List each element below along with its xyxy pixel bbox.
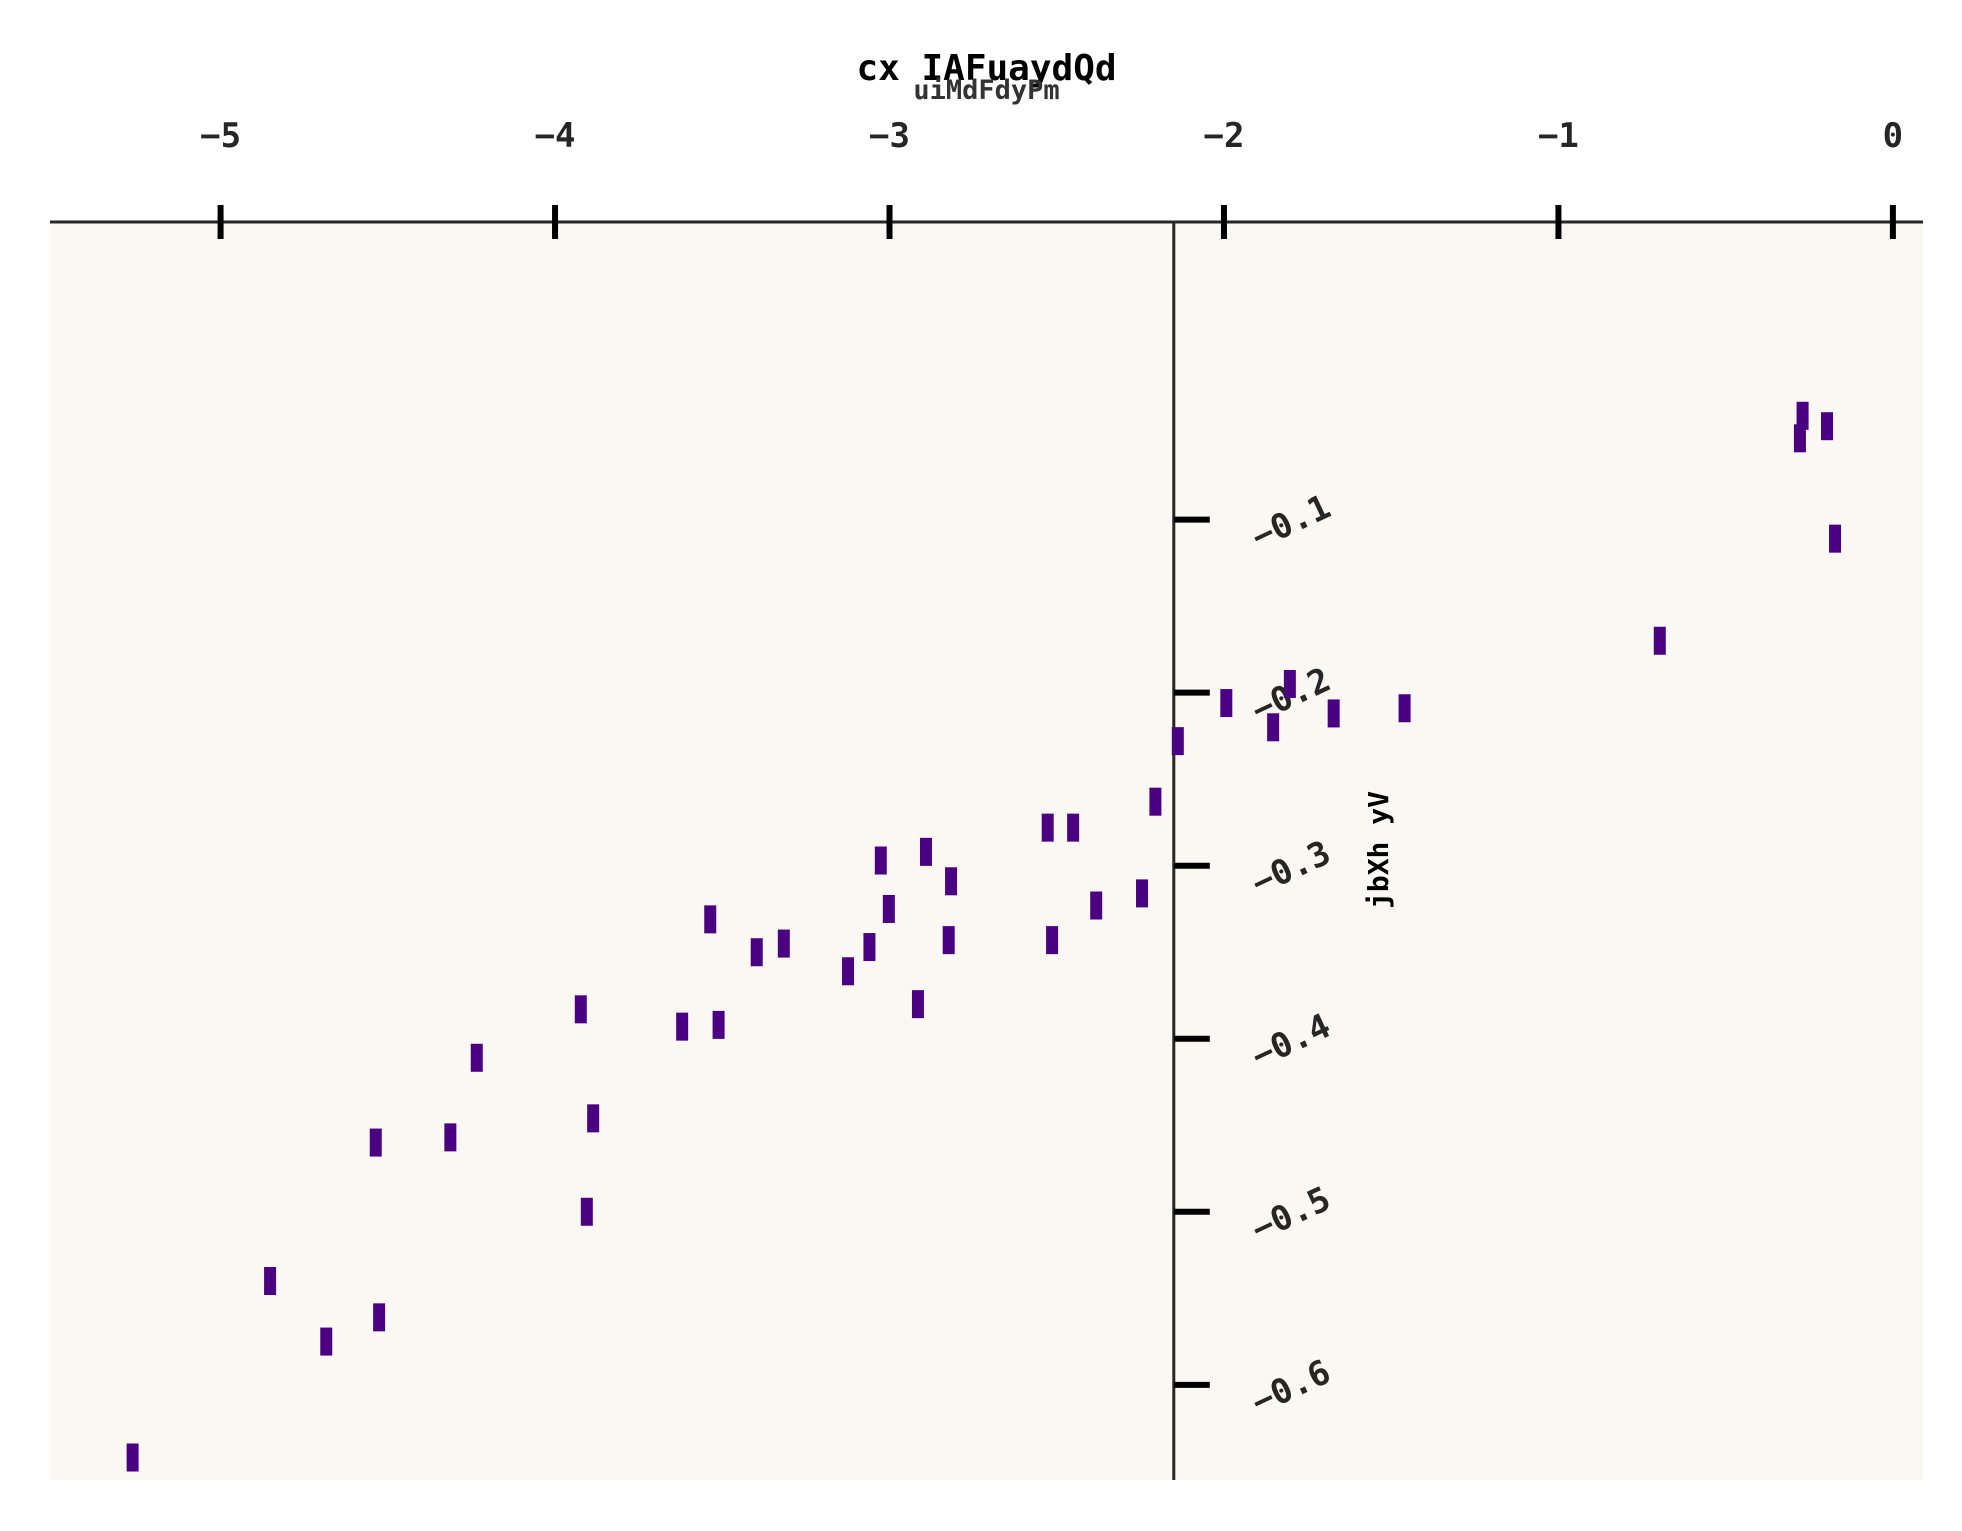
data-point — [863, 933, 876, 962]
data-point — [919, 837, 932, 866]
data-point — [1327, 699, 1340, 728]
data-point — [874, 846, 887, 875]
x-tick-label: 0 — [1883, 116, 1903, 156]
data-point — [1171, 727, 1184, 756]
data-point — [842, 957, 855, 986]
data-point — [1046, 926, 1059, 955]
data-point — [373, 1303, 386, 1332]
data-point — [1793, 424, 1806, 453]
data-point — [911, 990, 924, 1019]
data-point — [942, 926, 955, 955]
data-point — [444, 1123, 457, 1152]
data-point — [1283, 670, 1296, 699]
x-tick-label: −2 — [1203, 116, 1244, 156]
data-point — [264, 1267, 277, 1296]
chart-title: cx IAFuaydQd — [856, 48, 1116, 89]
data-point — [1398, 694, 1411, 723]
data-point — [777, 929, 790, 958]
chart-subtitle: uiMdFdyPm — [913, 75, 1059, 106]
data-points — [126, 401, 1842, 1472]
data-point — [1090, 891, 1103, 920]
data-point — [1267, 713, 1280, 742]
x-tick-label: −1 — [1538, 116, 1579, 156]
data-point — [320, 1327, 333, 1356]
data-point — [1821, 412, 1834, 441]
data-point — [1220, 689, 1233, 718]
data-point — [470, 1043, 483, 1072]
data-point — [574, 995, 587, 1024]
data-point — [945, 867, 958, 896]
data-point — [369, 1128, 382, 1157]
data-point — [882, 894, 895, 923]
data-point — [1653, 626, 1666, 655]
data-point — [1796, 401, 1809, 430]
x-tick-label: −4 — [535, 116, 576, 156]
data-point — [750, 938, 763, 967]
data-point — [1149, 787, 1162, 816]
data-point — [1041, 813, 1054, 842]
x-tick-label: −3 — [869, 116, 910, 156]
data-point — [704, 905, 717, 934]
plot-area — [50, 222, 1923, 1480]
data-point — [126, 1443, 139, 1472]
data-point — [712, 1010, 725, 1039]
x-tick-label: −5 — [200, 116, 241, 156]
data-point — [676, 1012, 689, 1041]
data-point — [1829, 524, 1842, 553]
y-axis-label: jbXh yV — [1362, 791, 1395, 909]
data-point — [580, 1197, 593, 1226]
data-point — [1136, 879, 1149, 908]
data-point — [1067, 813, 1080, 842]
data-point — [587, 1104, 600, 1133]
